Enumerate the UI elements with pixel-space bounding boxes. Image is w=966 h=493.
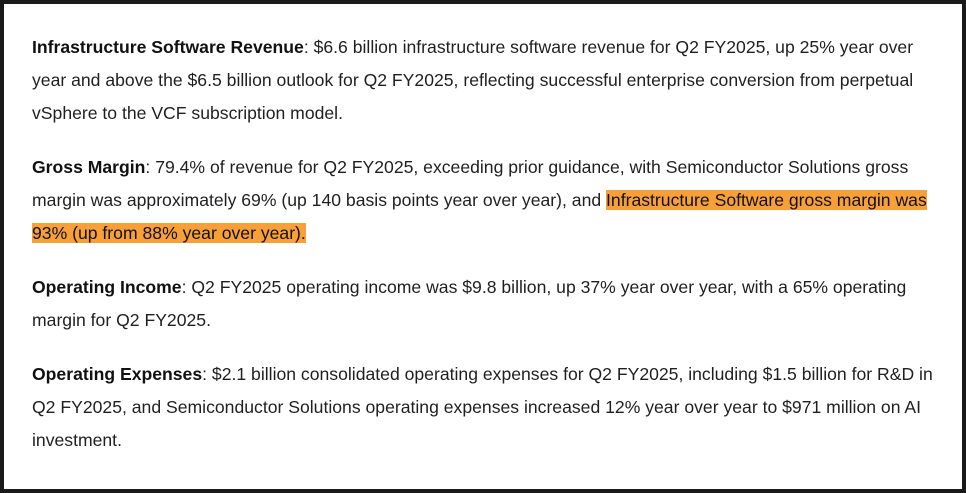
paragraph-text: $6.6 billion infrastructure software rev…: [32, 37, 914, 123]
paragraph-gross-margin: Gross Margin: 79.4% of revenue for Q2 FY…: [32, 151, 952, 250]
term-label: Gross Margin: [32, 157, 146, 177]
document-body: Infrastructure Software Revenue: $6.6 bi…: [32, 31, 952, 478]
term-label: Operating Income: [32, 277, 182, 297]
term-label: Infrastructure Software Revenue: [32, 37, 304, 57]
term-separator: :: [145, 157, 156, 177]
paragraph-operating-expenses: Operating Expenses: $2.1 billion consoli…: [32, 358, 952, 457]
paragraph-text: Q2 FY2025 operating income was $9.8 bill…: [32, 277, 907, 330]
term-separator: :: [181, 277, 192, 297]
term-separator: :: [202, 364, 212, 384]
term-label: Operating Expenses: [32, 364, 203, 384]
paragraph-text: 79.4% of revenue for Q2 FY2025, exceedin…: [32, 157, 909, 210]
paragraph-infrastructure-software-revenue: Infrastructure Software Revenue: $6.6 bi…: [32, 31, 952, 130]
term-separator: :: [303, 37, 314, 57]
paragraph-operating-income: Operating Income: Q2 FY2025 operating in…: [32, 271, 952, 337]
paragraph-text: $2.1 billion consolidated operating expe…: [32, 364, 933, 450]
